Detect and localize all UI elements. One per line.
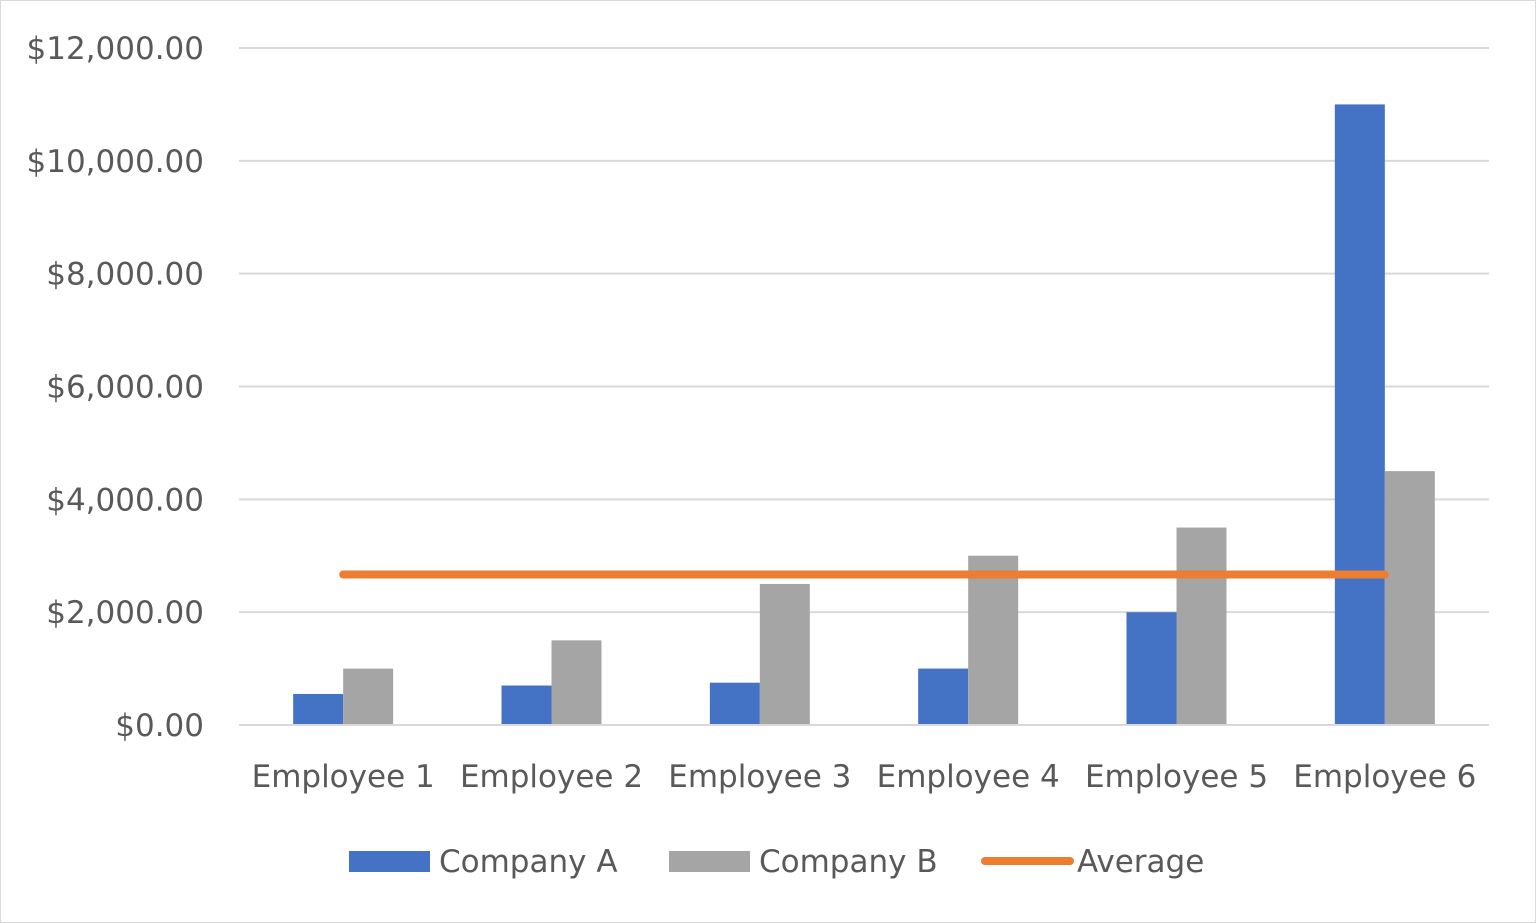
bars [293, 104, 1435, 725]
bar-company-b-5 [1176, 527, 1227, 725]
bar-company-b-3 [759, 583, 810, 725]
bar-company-a-5 [1126, 612, 1177, 725]
x-tick-label: Employee 6 [1293, 759, 1476, 795]
legend-item-company-a: Company A [349, 844, 618, 880]
x-tick-label: Employee 1 [252, 759, 435, 795]
y-tick-label: $4,000.00 [46, 482, 204, 518]
legend-item-average: Average [981, 844, 1204, 880]
x-axis-tick-labels: Employee 1 Employee 2 Employee 3 Employee 4… [252, 759, 1477, 795]
bar-company-a-2 [501, 685, 552, 725]
legend-swatch [349, 851, 430, 872]
legend-swatch [669, 851, 750, 872]
bar-company-b-4 [968, 555, 1019, 725]
y-tick-label: $10,000.00 [27, 144, 205, 180]
y-tick-label: $6,000.00 [46, 370, 204, 406]
bar-company-a-6 [1334, 104, 1385, 725]
x-tick-label: Employee 4 [877, 759, 1060, 795]
bar-company-b-2 [551, 640, 602, 725]
legend-label: Average [1077, 844, 1204, 880]
legend-item-company-b: Company B [669, 844, 938, 880]
x-tick-label: Employee 2 [460, 759, 643, 795]
legend: Company A Company B Average [349, 844, 1204, 880]
gridlines [239, 47, 1489, 614]
y-tick-label: $8,000.00 [46, 257, 204, 293]
bar-company-a-3 [709, 682, 760, 725]
y-axis-tick-labels: $0.00 $2,000.00 $4,000.00 $6,000.00 $8,000.0… [27, 31, 205, 744]
bar-company-b-1 [343, 668, 394, 725]
y-tick-label: $12,000.00 [27, 31, 205, 67]
bar-company-a-1 [293, 693, 344, 725]
bar-company-a-4 [918, 668, 969, 725]
legend-label: Company A [439, 844, 618, 880]
x-tick-label: Employee 3 [668, 759, 851, 795]
y-tick-label: $2,000.00 [46, 595, 204, 631]
x-tick-label: Employee 5 [1085, 759, 1268, 795]
legend-label: Company B [759, 844, 938, 880]
bar-company-b-6 [1384, 471, 1435, 725]
y-tick-label: $0.00 [115, 708, 204, 744]
